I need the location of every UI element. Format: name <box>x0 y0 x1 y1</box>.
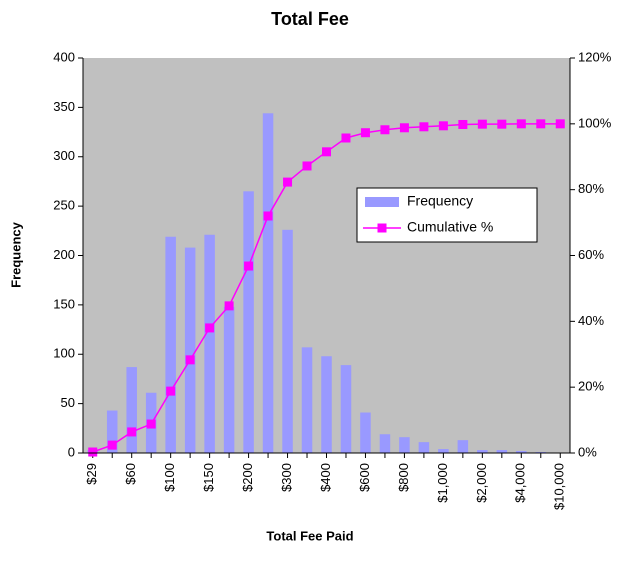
bar <box>262 113 274 454</box>
line-marker <box>205 323 215 333</box>
y-tick-label: 100 <box>53 346 75 361</box>
line-marker <box>360 128 370 138</box>
legend-swatch-marker <box>377 223 387 233</box>
y-tick-label: 400 <box>53 49 75 64</box>
bar <box>165 236 176 453</box>
y2-tick-label: 40% <box>578 313 604 328</box>
line-marker <box>419 122 429 132</box>
line-marker <box>244 261 254 271</box>
bar <box>379 434 391 453</box>
line-marker <box>438 121 448 131</box>
line-marker <box>88 447 98 457</box>
y2-tick-label: 0% <box>578 444 597 459</box>
y-axis-title: Frequency <box>8 221 23 288</box>
y-tick-label: 300 <box>53 148 75 163</box>
line-marker <box>107 440 117 450</box>
x-tick-label: $29 <box>84 463 99 485</box>
y2-tick-label: 120% <box>578 49 612 64</box>
y2-tick-label: 100% <box>578 115 612 130</box>
line-marker <box>263 211 273 221</box>
line-marker <box>380 125 390 135</box>
x-tick-label: $100 <box>162 463 177 492</box>
bar <box>126 367 137 453</box>
line-marker <box>516 119 526 129</box>
bar <box>301 347 313 453</box>
x-tick-label: $200 <box>240 463 255 492</box>
bar <box>477 450 488 453</box>
y-tick-label: 0 <box>68 444 75 459</box>
line-marker <box>127 427 137 437</box>
bar <box>243 191 254 453</box>
line-marker <box>341 133 351 143</box>
y-tick-label: 200 <box>53 247 75 262</box>
y-tick-label: 250 <box>53 198 75 213</box>
x-tick-label: $800 <box>396 463 411 492</box>
line-marker <box>536 119 546 129</box>
bar <box>204 234 215 453</box>
line-marker <box>322 147 331 157</box>
line-marker <box>458 119 468 129</box>
y-tick-label: 50 <box>61 395 75 410</box>
bar <box>282 229 293 453</box>
line-marker <box>283 177 293 187</box>
line-marker <box>497 119 507 129</box>
x-tick-label: $150 <box>201 463 216 492</box>
bar <box>516 451 527 453</box>
x-tick-label: $10,000 <box>552 463 567 510</box>
x-tick-label: $300 <box>279 463 294 492</box>
line-marker <box>555 119 565 129</box>
bar <box>321 356 332 453</box>
x-tick-label: $60 <box>123 463 138 485</box>
line-marker <box>146 419 156 429</box>
line-marker <box>185 355 195 365</box>
x-axis-title: Total Fee Paid <box>266 528 353 543</box>
bar <box>457 440 469 453</box>
bar <box>340 365 352 453</box>
legend-swatch <box>365 197 399 207</box>
y2-tick-label: 20% <box>578 379 604 394</box>
y2-tick-label: 80% <box>578 181 604 196</box>
line-marker <box>477 119 487 129</box>
bar <box>106 410 118 453</box>
bar <box>184 247 196 453</box>
line-marker <box>224 301 234 311</box>
bar <box>223 306 235 453</box>
x-tick-label: $2,000 <box>474 463 489 503</box>
y2-tick-label: 60% <box>578 247 604 262</box>
line-marker <box>166 386 176 396</box>
bar <box>496 450 508 453</box>
chart-title: Total Fee <box>271 9 349 29</box>
x-tick-label: $600 <box>357 463 372 492</box>
y-tick-label: 150 <box>53 296 75 311</box>
bar <box>438 449 449 453</box>
legend-label: Cumulative % <box>407 219 493 235</box>
line-marker <box>302 161 312 171</box>
x-tick-label: $1,000 <box>435 463 450 503</box>
x-tick-label: $4,000 <box>513 463 528 503</box>
legend-label: Frequency <box>407 193 473 209</box>
bar <box>399 437 410 453</box>
bar <box>360 412 371 453</box>
x-tick-label: $400 <box>318 463 333 492</box>
line-marker <box>399 123 409 133</box>
bar <box>418 442 430 453</box>
y-tick-label: 350 <box>53 99 75 114</box>
